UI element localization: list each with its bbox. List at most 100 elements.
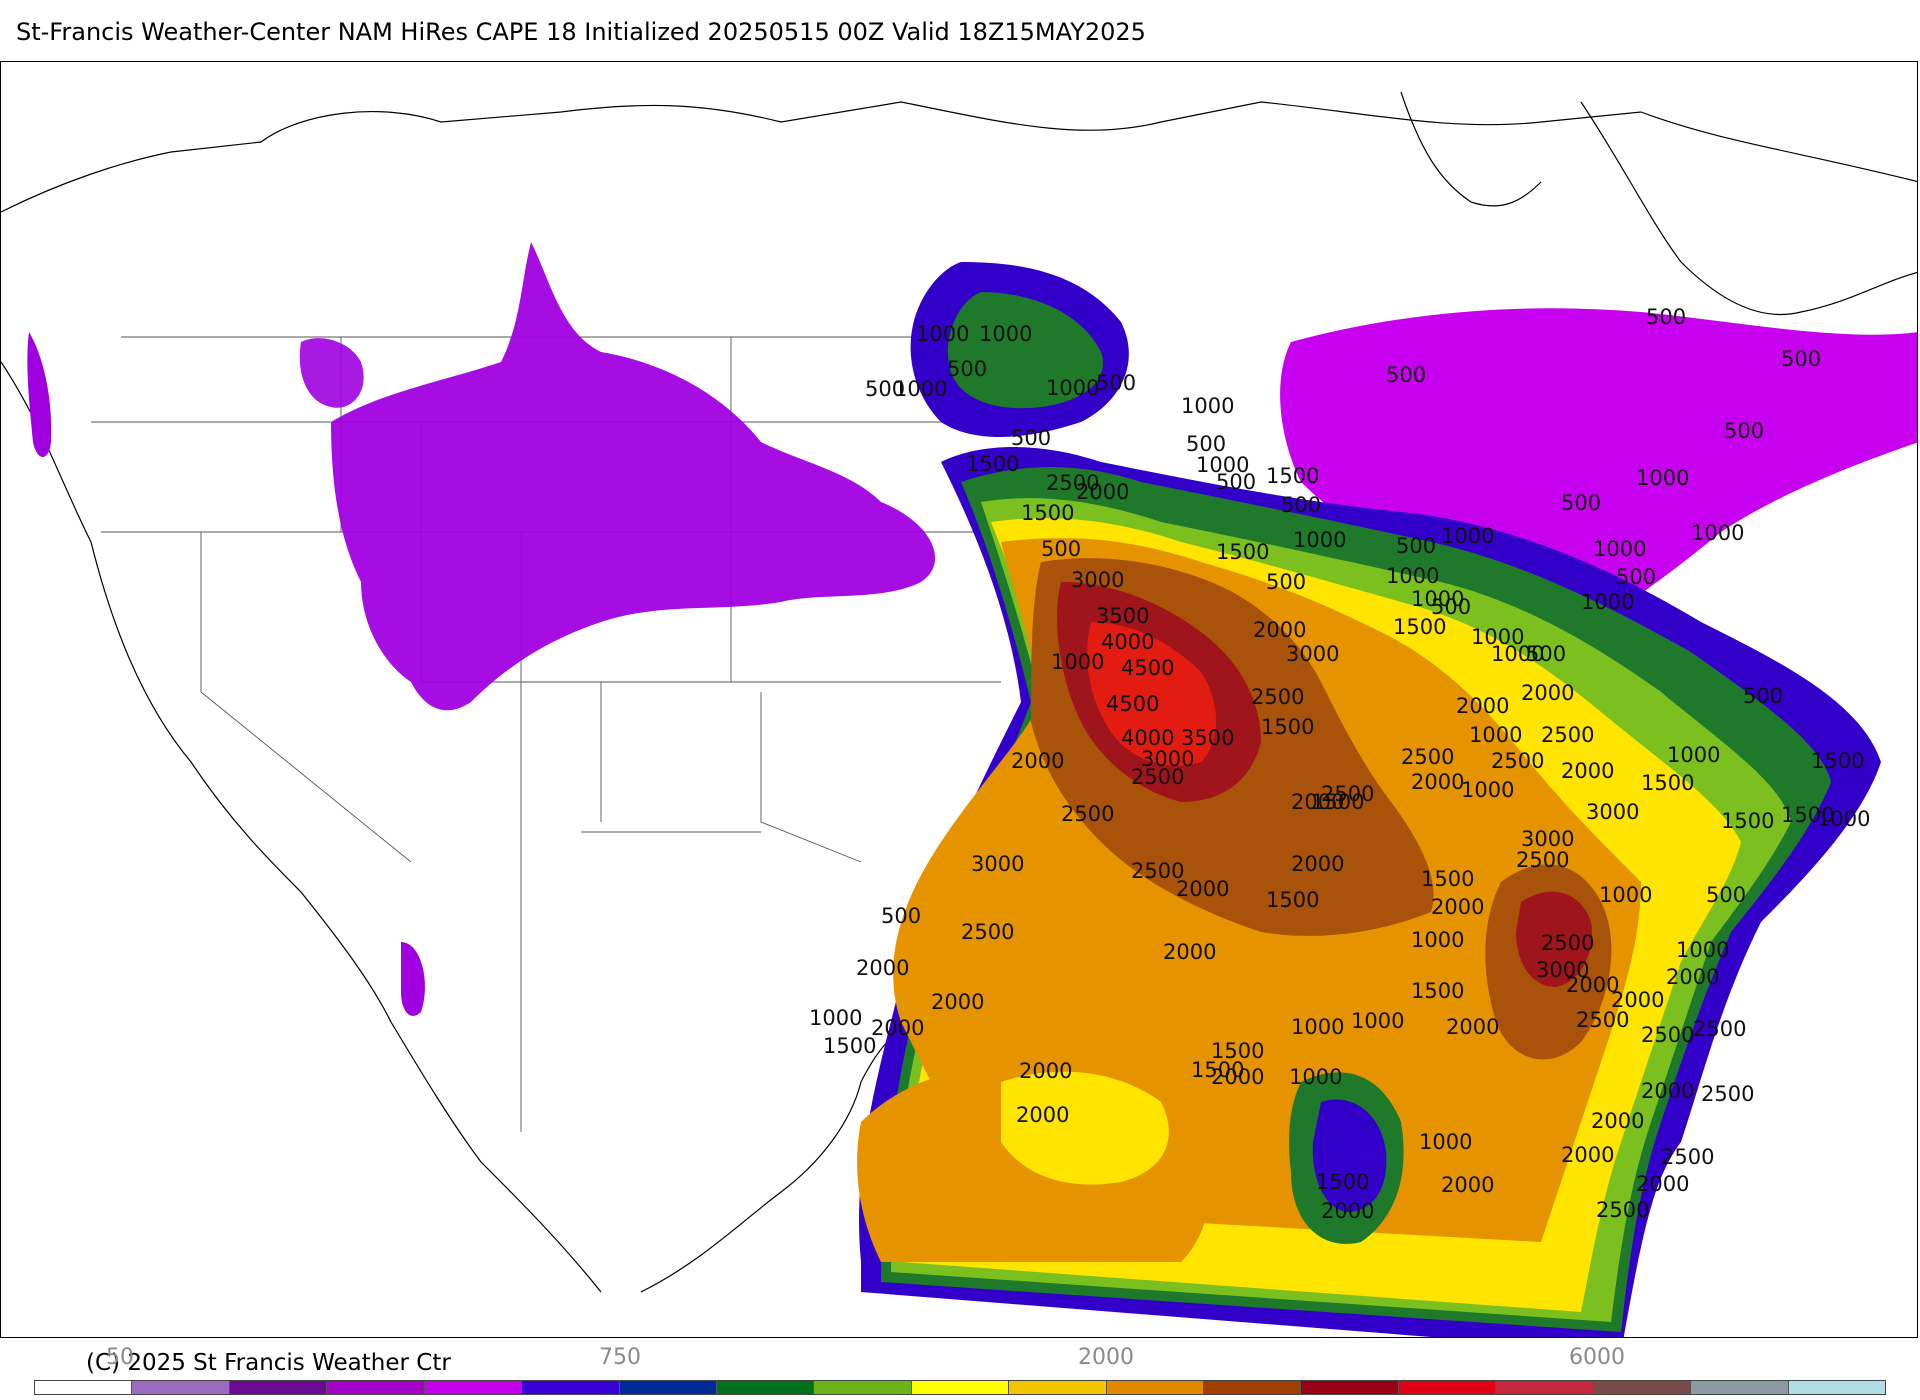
cape-band-canada-east — [1280, 308, 1917, 662]
contour-label: 2500 — [1596, 1198, 1649, 1222]
cape-band-0-500-plains — [331, 242, 936, 711]
contour-label: 1000 — [809, 1006, 862, 1030]
cape-band-pacific-nw — [27, 332, 52, 457]
colorbar-swatch — [716, 1381, 815, 1394]
contour-label: 2000 — [1561, 759, 1614, 783]
contour-label: 1500 — [823, 1034, 876, 1058]
contour-label: 1000 — [1419, 1130, 1472, 1154]
contour-label: 1500 — [1641, 771, 1694, 795]
contour-label: 1500 — [1211, 1039, 1264, 1063]
contour-label: 1000 — [1291, 1015, 1344, 1039]
contour-label: 2500 — [1046, 471, 1099, 495]
contour-label: 1500 — [1266, 888, 1319, 912]
contour-label: 500 — [1186, 432, 1226, 456]
contour-label: 500 — [1216, 470, 1256, 494]
contour-label: 2000 — [1666, 965, 1719, 989]
colorbar-swatch — [1496, 1381, 1594, 1394]
contour-label: 2500 — [1491, 749, 1544, 773]
colorbar-swatch — [1788, 1381, 1886, 1394]
contour-label: 2000 — [1176, 877, 1229, 901]
contour-label: 500 — [947, 357, 987, 381]
contour-label: 1000 — [1691, 521, 1744, 545]
contour-label: 500 — [1386, 363, 1426, 387]
contour-label: 1000 — [1181, 394, 1234, 418]
contour-label: 1500 — [1191, 1058, 1244, 1082]
contour-label: 500 — [1266, 570, 1306, 594]
cape-band-red — [1087, 622, 1216, 766]
contour-label: 500 — [1646, 305, 1686, 329]
contour-label: 1000 — [1636, 466, 1689, 490]
contour-label: 1000 — [1461, 778, 1514, 802]
contour-label: 1000 — [1593, 537, 1646, 561]
cape-band-baja — [401, 942, 425, 1016]
contour-label: 1500 — [1393, 615, 1446, 639]
contour-label: 500 — [1431, 595, 1471, 619]
contour-label: 2000 — [1253, 618, 1306, 642]
contour-label: 2500 — [1061, 802, 1114, 826]
cape-band-darkred-east — [1516, 891, 1592, 987]
contour-label: 2000 — [1561, 1143, 1614, 1167]
copyright-credit: (C) 2025 St Francis Weather Ctr — [86, 1350, 451, 1376]
colorbar-swatch — [1301, 1381, 1399, 1394]
contour-label: 2000 — [1411, 770, 1464, 794]
contour-label: 2000 — [1163, 940, 1216, 964]
contour-label: 2500 — [1661, 1145, 1714, 1169]
contour-label: 2500 — [1701, 1082, 1754, 1106]
colorbar-swatch — [1691, 1381, 1789, 1394]
contour-label: 2000 — [1011, 749, 1064, 773]
colorbar-swatch — [229, 1381, 328, 1394]
cape-band-canada-west-green — [947, 292, 1103, 409]
contour-label: 1000 — [1667, 743, 1720, 767]
contour-label: 500 — [1724, 419, 1764, 443]
cape-band-plains-upper — [299, 338, 364, 408]
contour-label: 1500 — [1021, 501, 1074, 525]
contour-label: 1500 — [1781, 803, 1834, 827]
contour-label: 500 — [1781, 347, 1821, 371]
contour-label: 2000 — [1446, 1015, 1499, 1039]
contour-label: 1000 — [1411, 587, 1464, 611]
contour-label: 2000 — [1211, 1065, 1264, 1089]
contour-label: 2000 — [1016, 1103, 1069, 1127]
colorbar-swatch — [522, 1381, 620, 1394]
contour-label: 2500 — [1541, 723, 1594, 747]
contour-label: 1000 — [1046, 376, 1099, 400]
colorbar-swatch — [35, 1381, 133, 1394]
contour-label: 1500 — [1311, 790, 1364, 814]
contour-label: 2000 — [1076, 480, 1129, 504]
contour-label: 3500 — [1096, 604, 1149, 628]
contour-label: 500 — [1526, 642, 1566, 666]
contour-labels: 500 500 1500 2500 2000 500 3000 3500 400… — [809, 305, 1870, 1223]
contour-label: 1000 — [1817, 807, 1870, 831]
contour-label: 4000 — [1101, 630, 1154, 654]
contour-label: 2000 — [1521, 681, 1574, 705]
contour-label: 1500 — [1421, 867, 1474, 891]
contour-label: 4000 — [1121, 726, 1174, 750]
contour-label: 1000 — [916, 322, 969, 346]
contour-label: 2000 — [1431, 895, 1484, 919]
contour-label: 1500 — [1316, 1170, 1369, 1194]
contour-label: 2000 — [1321, 1199, 1374, 1223]
contour-label: 2500 — [1516, 848, 1569, 872]
contour-label: 2500 — [1401, 745, 1454, 769]
contour-label: 1000 — [1351, 1009, 1404, 1033]
colorbar-swatch — [132, 1381, 230, 1394]
contour-label: 500 — [1396, 534, 1436, 558]
contour-label: 2000 — [1441, 1173, 1494, 1197]
colorbar-tick-label: 2000 — [1078, 1345, 1134, 1370]
colorbar-swatch — [1009, 1381, 1107, 1394]
colorbar-swatch — [327, 1381, 425, 1394]
colorbar-swatch — [1204, 1381, 1302, 1394]
contour-label: 2500 — [1693, 1017, 1746, 1041]
colorbar-tick-label: 6000 — [1569, 1345, 1625, 1370]
contour-label: 1500 — [1721, 809, 1774, 833]
contour-label: 500 — [1743, 684, 1783, 708]
contour-label: 2000 — [1291, 790, 1344, 814]
contour-label: 3000 — [1071, 568, 1124, 592]
contour-label: 1000 — [1293, 528, 1346, 552]
contour-label: 1500 — [1266, 464, 1319, 488]
contour-label: 1000 — [1386, 564, 1439, 588]
colorbar-swatch — [424, 1381, 523, 1394]
contour-label: 2000 — [1566, 973, 1619, 997]
map-canvas: 500 500 1500 2500 2000 500 3000 3500 400… — [1, 91, 1917, 1337]
contour-label: 2500 — [1251, 685, 1304, 709]
